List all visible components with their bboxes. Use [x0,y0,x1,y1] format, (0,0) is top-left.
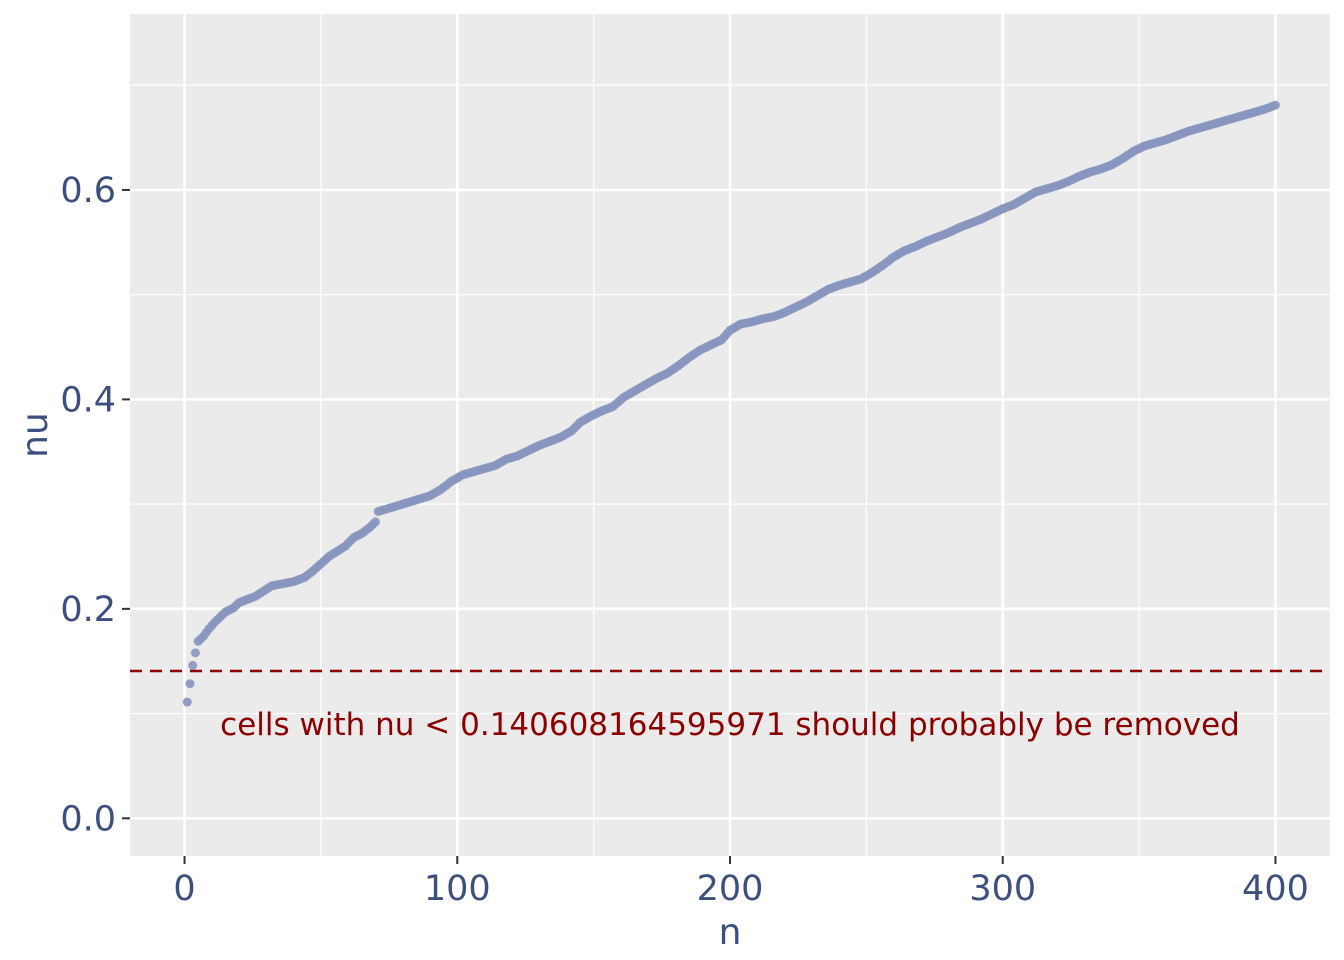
major-gridlines [130,14,1330,856]
y-tick-label: 0.2 [60,590,116,630]
y-axis-title: nu [15,412,56,458]
y-tick-label: 0.6 [60,171,116,211]
x-axis-title: n [719,912,742,953]
data-point [207,621,217,631]
data-point [182,697,192,707]
x-axis-ticks: 0 100 200 300 400 [173,856,1309,909]
data-point [190,648,200,658]
x-tick-label: 0 [173,869,195,909]
threshold-annotation: cells with nu < 0.140608164595971 should… [220,707,1240,743]
x-tick-label: 300 [969,869,1036,909]
data-point [368,520,378,530]
data-point [196,634,206,644]
x-tick-label: 400 [1242,869,1309,909]
data-point [201,627,211,637]
x-tick-label: 200 [697,869,764,909]
y-axis-ticks: 0.0 0.2 0.4 0.6 [60,171,130,839]
y-tick-label: 0.4 [60,380,116,420]
data-points [182,100,1280,707]
y-tick-label: 0.0 [60,799,116,839]
data-point [185,679,195,689]
data-point [1268,101,1278,111]
data-point [188,660,198,670]
x-tick-label: 100 [424,869,491,909]
